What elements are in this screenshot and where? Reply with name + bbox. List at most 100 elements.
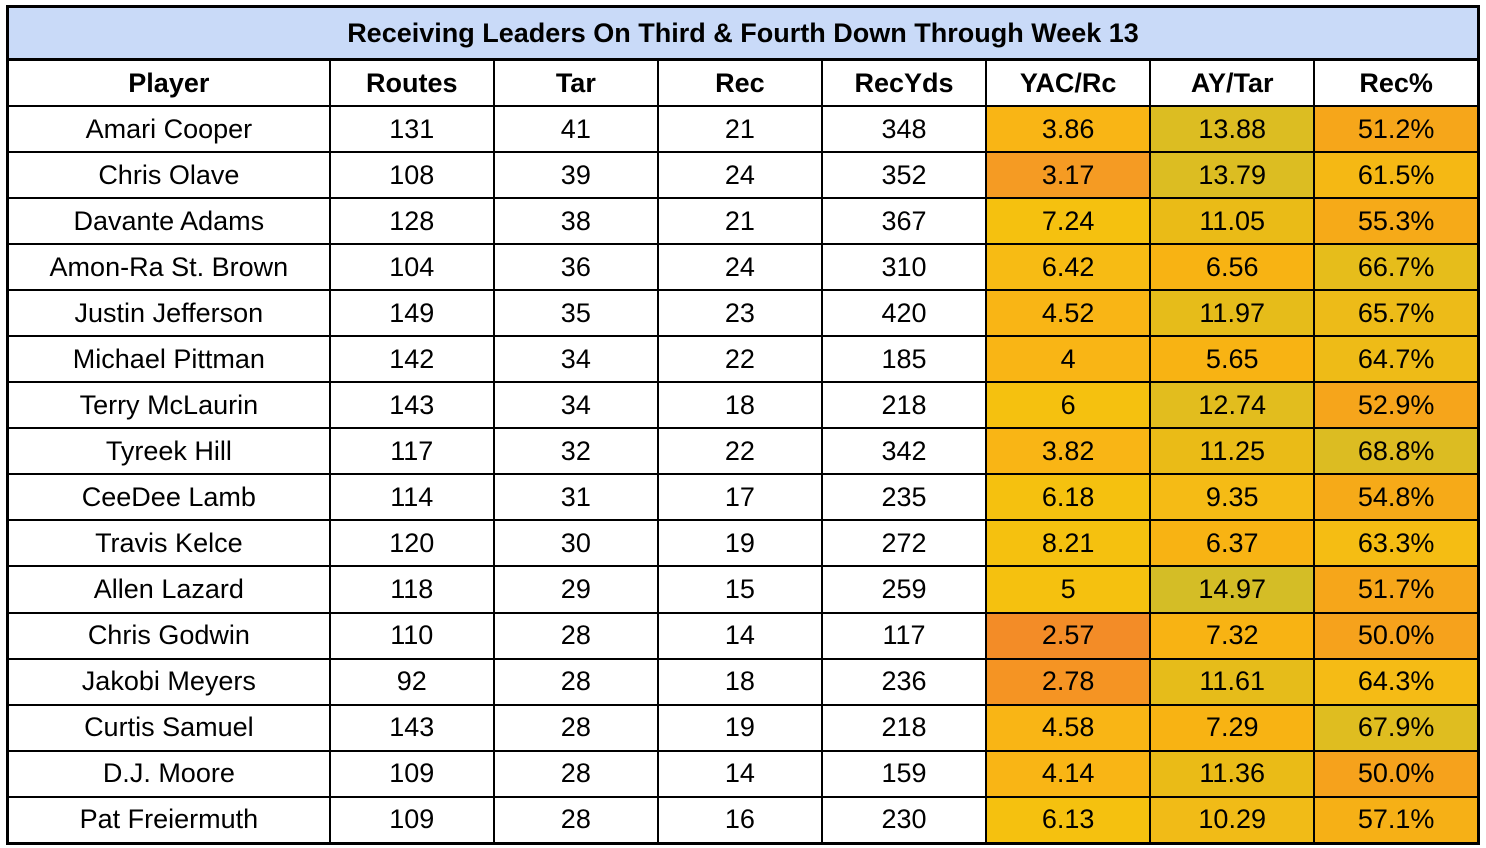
- cell-ay-tar: 10.29: [1149, 795, 1316, 845]
- column-header-ay-tar: AY/Tar: [1149, 58, 1316, 107]
- cell-player: Justin Jefferson: [6, 289, 331, 338]
- cell-recyds: 367: [820, 197, 988, 246]
- cell-yac-rc: 6: [985, 381, 1152, 430]
- cell-yac-rc: 6.13: [985, 795, 1152, 845]
- cell-rec: 50.0%: [1313, 749, 1480, 798]
- cell-routes: 118: [328, 565, 495, 614]
- cell-routes: 109: [328, 749, 495, 798]
- table-row: D.J. Moore 109 28 14 159 4.14 11.36 50.0%: [6, 749, 1480, 798]
- cell-rec: 51.2%: [1313, 104, 1480, 154]
- table-row: Tyreek Hill 117 32 22 342 3.82 11.25 68.8%: [6, 427, 1480, 476]
- cell-ay-tar: 11.97: [1149, 289, 1316, 338]
- column-header-rec: Rec: [656, 58, 823, 107]
- table-row: Davante Adams 128 38 21 367 7.24 11.05 55.3%: [6, 197, 1480, 246]
- cell-tar: 28: [492, 657, 659, 706]
- cell-ay-tar: 13.88: [1149, 104, 1316, 154]
- cell-tar: 32: [492, 427, 659, 476]
- cell-rec: 63.3%: [1313, 519, 1480, 568]
- column-header-yac-rc: YAC/Rc: [985, 58, 1152, 107]
- cell-recyds: 230: [820, 795, 988, 845]
- cell-recyds: 185: [820, 335, 988, 384]
- cell-ay-tar: 14.97: [1149, 565, 1316, 614]
- cell-ay-tar: 6.37: [1149, 519, 1316, 568]
- cell-routes: 149: [328, 289, 495, 338]
- cell-tar: 35: [492, 289, 659, 338]
- cell-ay-tar: 12.74: [1149, 381, 1316, 430]
- receiving-leaders-table: Receiving Leaders On Third & Fourth Down…: [6, 5, 1480, 845]
- cell-routes: 131: [328, 104, 495, 154]
- cell-routes: 128: [328, 197, 495, 246]
- cell-yac-rc: 5: [985, 565, 1152, 614]
- cell-rec: 54.8%: [1313, 473, 1480, 522]
- table-row: Travis Kelce 120 30 19 272 8.21 6.37 63.3%: [6, 519, 1480, 568]
- cell-rec: 55.3%: [1313, 197, 1480, 246]
- cell-routes: 108: [328, 151, 495, 200]
- cell-recyds: 348: [820, 104, 988, 154]
- cell-recyds: 342: [820, 427, 988, 476]
- table-row: Justin Jefferson 149 35 23 420 4.52 11.97 65.7%: [6, 289, 1480, 338]
- cell-tar: 34: [492, 381, 659, 430]
- cell-yac-rc: 3.82: [985, 427, 1152, 476]
- cell-player: Michael Pittman: [6, 335, 331, 384]
- cell-yac-rc: 4: [985, 335, 1152, 384]
- table-row: Chris Olave 108 39 24 352 3.17 13.79 61.5%: [6, 151, 1480, 200]
- cell-rec: 19: [656, 703, 823, 752]
- cell-rec: 65.7%: [1313, 289, 1480, 338]
- cell-routes: 120: [328, 519, 495, 568]
- cell-rec: 64.3%: [1313, 657, 1480, 706]
- cell-rec: 51.7%: [1313, 565, 1480, 614]
- cell-recyds: 159: [820, 749, 988, 798]
- table-body: Amari Cooper 131 41 21 348 3.86 13.88 51.2% Chri…: [6, 104, 1480, 845]
- cell-rec: 21: [656, 197, 823, 246]
- cell-yac-rc: 6.42: [985, 243, 1152, 292]
- cell-rec: 19: [656, 519, 823, 568]
- cell-rec: 64.7%: [1313, 335, 1480, 384]
- cell-ay-tar: 7.32: [1149, 611, 1316, 660]
- cell-yac-rc: 8.21: [985, 519, 1152, 568]
- cell-ay-tar: 11.05: [1149, 197, 1316, 246]
- cell-rec: 16: [656, 795, 823, 845]
- cell-recyds: 236: [820, 657, 988, 706]
- cell-rec: 22: [656, 427, 823, 476]
- table-row: Terry McLaurin 143 34 18 218 6 12.74 52.9%: [6, 381, 1480, 430]
- cell-ay-tar: 11.36: [1149, 749, 1316, 798]
- cell-ay-tar: 9.35: [1149, 473, 1316, 522]
- cell-routes: 110: [328, 611, 495, 660]
- cell-tar: 38: [492, 197, 659, 246]
- cell-rec: 18: [656, 381, 823, 430]
- cell-yac-rc: 3.17: [985, 151, 1152, 200]
- table-row: Amon-Ra St. Brown 104 36 24 310 6.42 6.56 66.7%: [6, 243, 1480, 292]
- cell-recyds: 259: [820, 565, 988, 614]
- cell-yac-rc: 2.57: [985, 611, 1152, 660]
- table-row: Jakobi Meyers 92 28 18 236 2.78 11.61 64.3%: [6, 657, 1480, 706]
- cell-rec: 24: [656, 243, 823, 292]
- cell-ay-tar: 13.79: [1149, 151, 1316, 200]
- cell-player: Chris Godwin: [6, 611, 331, 660]
- table-row: Amari Cooper 131 41 21 348 3.86 13.88 51.2%: [6, 104, 1480, 154]
- cell-rec: 17: [656, 473, 823, 522]
- cell-routes: 143: [328, 703, 495, 752]
- cell-tar: 31: [492, 473, 659, 522]
- cell-routes: 109: [328, 795, 495, 845]
- cell-rec: 23: [656, 289, 823, 338]
- cell-routes: 114: [328, 473, 495, 522]
- cell-player: Allen Lazard: [6, 565, 331, 614]
- cell-rec: 68.8%: [1313, 427, 1480, 476]
- cell-player: Travis Kelce: [6, 519, 331, 568]
- cell-player: D.J. Moore: [6, 749, 331, 798]
- cell-tar: 30: [492, 519, 659, 568]
- table-row: Allen Lazard 118 29 15 259 5 14.97 51.7%: [6, 565, 1480, 614]
- cell-player: Terry McLaurin: [6, 381, 331, 430]
- cell-yac-rc: 2.78: [985, 657, 1152, 706]
- cell-rec: 14: [656, 749, 823, 798]
- table-row: Michael Pittman 142 34 22 185 4 5.65 64.7%: [6, 335, 1480, 384]
- cell-recyds: 310: [820, 243, 988, 292]
- cell-rec: 66.7%: [1313, 243, 1480, 292]
- cell-rec: 21: [656, 104, 823, 154]
- table-row: CeeDee Lamb 114 31 17 235 6.18 9.35 54.8%: [6, 473, 1480, 522]
- cell-player: Jakobi Meyers: [6, 657, 331, 706]
- cell-ay-tar: 7.29: [1149, 703, 1316, 752]
- cell-tar: 28: [492, 795, 659, 845]
- cell-tar: 29: [492, 565, 659, 614]
- cell-tar: 39: [492, 151, 659, 200]
